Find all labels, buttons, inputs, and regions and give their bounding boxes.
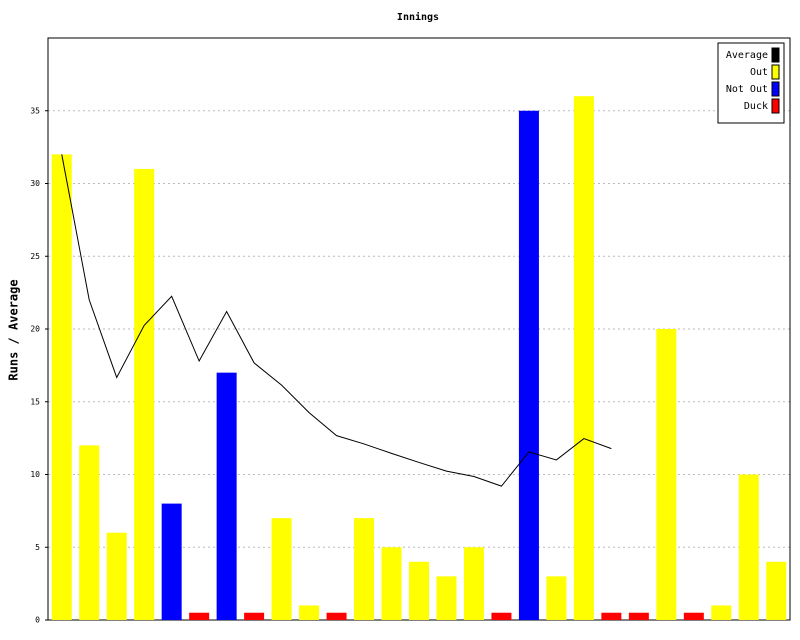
bar [573, 96, 594, 620]
bar [326, 612, 347, 620]
y-tick-label: 35 [30, 106, 40, 115]
bar [463, 547, 484, 620]
legend-swatch [771, 81, 780, 97]
bar [271, 518, 292, 620]
bar [711, 605, 732, 620]
bar [738, 474, 759, 620]
bar [79, 445, 100, 620]
y-axis-label: Runs / Average [7, 279, 21, 380]
y-tick-label: 25 [30, 252, 40, 261]
y-tick-label: 10 [30, 470, 40, 479]
legend-swatch [771, 98, 780, 114]
chart-title: Innings [397, 11, 439, 23]
y-tick-label: 30 [30, 179, 40, 188]
y-tick-label: 15 [30, 397, 40, 406]
bar [409, 561, 429, 620]
bar [161, 503, 182, 620]
legend-swatch [771, 47, 780, 63]
legend-label: Duck [744, 101, 768, 112]
bar [683, 612, 704, 620]
legend-swatch [771, 64, 780, 80]
bar [354, 518, 375, 620]
legend-label: Average [726, 50, 768, 61]
bar [189, 612, 210, 620]
bar [51, 154, 72, 620]
bar [436, 576, 457, 620]
bar [546, 576, 567, 620]
bar [299, 605, 320, 620]
bar [491, 612, 512, 620]
y-tick-label: 5 [35, 543, 40, 552]
bar [216, 372, 237, 620]
average-line [61, 154, 612, 487]
bar [766, 561, 787, 620]
bar [601, 612, 622, 620]
legend-label: Out [750, 67, 768, 78]
y-tick-label: 0 [35, 616, 40, 625]
bar [656, 329, 677, 620]
bar [628, 612, 649, 620]
bar [134, 168, 155, 620]
bar [518, 110, 539, 620]
y-tick-label: 20 [30, 325, 40, 334]
legend-label: Not Out [726, 84, 768, 95]
bar [381, 547, 402, 620]
bar [106, 532, 127, 620]
bar [244, 612, 265, 620]
